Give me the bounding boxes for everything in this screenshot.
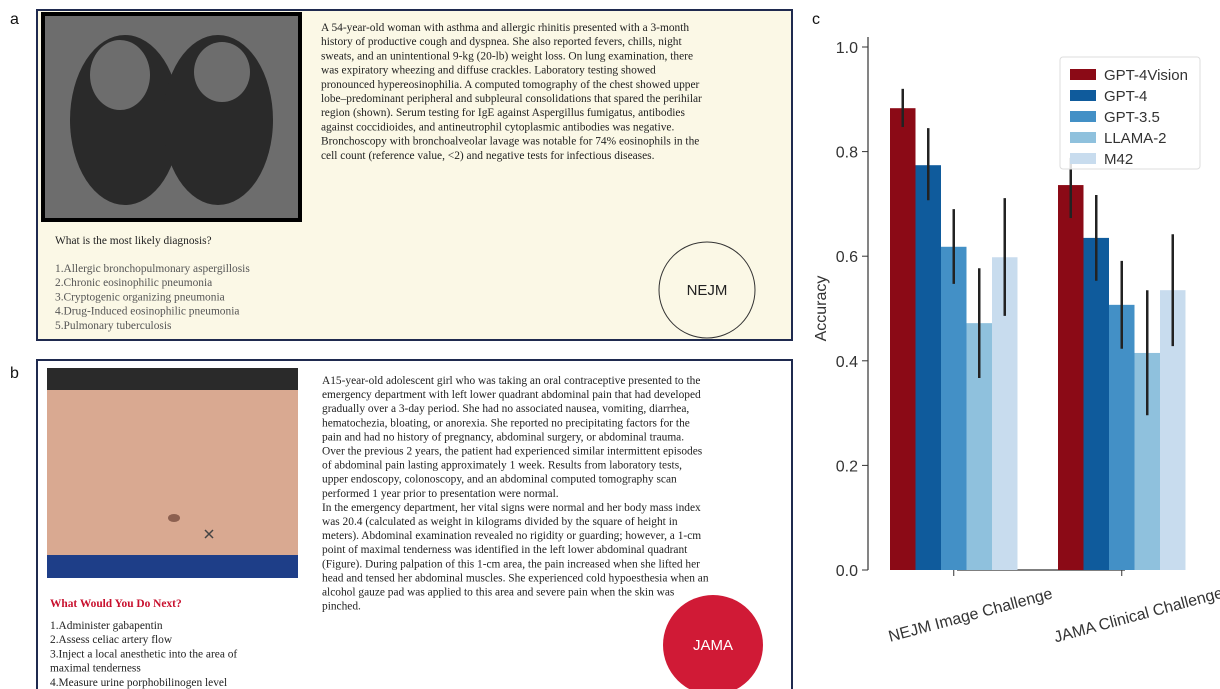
legend-label: GPT-4	[1104, 88, 1147, 105]
legend-label: GPT-3.5	[1104, 109, 1160, 126]
legend-swatch	[1070, 132, 1096, 143]
option: 3.Cryptogenic organizing pneumonia	[55, 291, 225, 303]
case-text-line: gradually over a 3-day period. She had n…	[322, 403, 689, 415]
case-text-line: cell count (reference value, <2) and neg…	[321, 150, 655, 162]
x-tick-label: NEJM Image Challenge	[887, 586, 1055, 646]
y-tick-label: 1.0	[836, 40, 858, 57]
legend-swatch	[1070, 153, 1096, 164]
bar	[890, 108, 916, 570]
y-tick-label: 0.6	[836, 249, 858, 266]
option: 4.Drug-Induced eosinophilic pneumonia	[55, 306, 239, 318]
case-text-line: history of productive cough and dyspnea.…	[321, 36, 682, 48]
bar	[1058, 185, 1084, 570]
case-text-line: pinched.	[322, 601, 361, 613]
abdomen-image	[47, 368, 298, 578]
case-text-line: (Figure). During palpation of this 1-cm …	[322, 558, 700, 570]
case-text-line: Bronchoscopy with bronchoalveolar lavage…	[321, 136, 699, 148]
legend-swatch	[1070, 111, 1096, 122]
option: 3.Inject a local anesthetic into the are…	[50, 648, 237, 660]
y-tick-label: 0.8	[836, 145, 858, 162]
shirt	[47, 368, 298, 390]
case-text-line: was 20.4 (calculated as weight in kilogr…	[322, 516, 678, 528]
bar	[1083, 237, 1109, 570]
y-axis-label: Accuracy	[813, 276, 830, 342]
panel-letter: a	[10, 11, 19, 28]
case-text-line: pain and had no history of pregnancy, ab…	[322, 431, 684, 443]
panel-letter: b	[10, 365, 19, 382]
case-text-line: performed 1 year prior to presentation w…	[322, 488, 559, 500]
case-text-line: point of maximal tenderness was identifi…	[322, 544, 688, 556]
case-text-line: region (shown). Serum testing for IgE ag…	[321, 107, 685, 119]
case-text-line: head and tensed her abdominal muscles. S…	[322, 572, 709, 584]
consolidation	[90, 40, 150, 110]
option: 2.Assess celiac artery flow	[50, 634, 173, 646]
case-text-line: lobe–predominant peripheral and subpleur…	[321, 93, 702, 105]
case-text-line: was expiratory wheezing and diffuse crac…	[321, 65, 656, 77]
case-text-line: pronounced hypereosinophilia. A computed…	[321, 79, 700, 91]
case-text-line: against coccidioides, and antineutrophil…	[321, 121, 674, 133]
badge-label: NEJM	[687, 282, 728, 299]
question: What is the most likely diagnosis?	[55, 235, 212, 247]
option: 2.Chronic eosinophilic pneumonia	[55, 277, 212, 289]
case-text-line: sweats, and an unintentional 9-kg (20-lb…	[321, 50, 693, 62]
case-text-line: of abdominal pain lasting approximately …	[322, 460, 682, 472]
bar	[1109, 304, 1135, 570]
case-text-line: meters). Abdominal examination revealed …	[322, 530, 701, 542]
pants	[47, 555, 298, 578]
case-text-line: Over the previous 2 years, the patient h…	[322, 446, 703, 458]
legend-label: LLAMA-2	[1104, 130, 1167, 147]
case-text-line: A 54-year-old woman with asthma and alle…	[321, 22, 689, 34]
case-text-line: alcohol gauze pad was applied to this ar…	[322, 587, 675, 599]
case-text-line: A15-year-old adolescent girl who was tak…	[322, 375, 700, 387]
panel-letter: c	[812, 11, 820, 28]
case-text-line: hematochezia, bloating, or anorexia. She…	[322, 417, 690, 429]
option: maximal tenderness	[50, 663, 141, 675]
legend-swatch	[1070, 90, 1096, 101]
y-tick-label: 0.0	[836, 563, 858, 580]
option: 1.Administer gabapentin	[50, 620, 163, 632]
badge-circle	[658, 241, 756, 339]
option: 1.Allergic bronchopulmonary aspergillosi…	[55, 263, 250, 275]
y-tick-label: 0.2	[836, 458, 858, 475]
legend-label: GPT-4Vision	[1104, 67, 1188, 84]
option: 5.Pulmonary tuberculosis	[55, 320, 172, 332]
option: 4.Measure urine porphobilinogen level	[50, 677, 227, 689]
case-text-line: upper endoscopy, colonoscopy, and an abd…	[322, 474, 677, 486]
bar	[915, 165, 941, 570]
badge-circle	[663, 595, 763, 689]
navel	[168, 514, 180, 522]
legend-swatch	[1070, 69, 1096, 80]
case-text-line: emergency department with left lower qua…	[322, 389, 701, 401]
case-text-line: In the emergency department, her vital s…	[322, 502, 701, 514]
tender-mark	[204, 529, 214, 539]
legend-label: M42	[1104, 151, 1133, 168]
y-tick-label: 0.4	[836, 354, 858, 371]
x-tick-label: JAMA Clinical Challenge	[1052, 585, 1220, 647]
consolidation	[194, 42, 250, 102]
badge-label: JAMA	[693, 637, 733, 654]
question: What Would You Do Next?	[50, 598, 182, 610]
bar	[941, 246, 967, 570]
